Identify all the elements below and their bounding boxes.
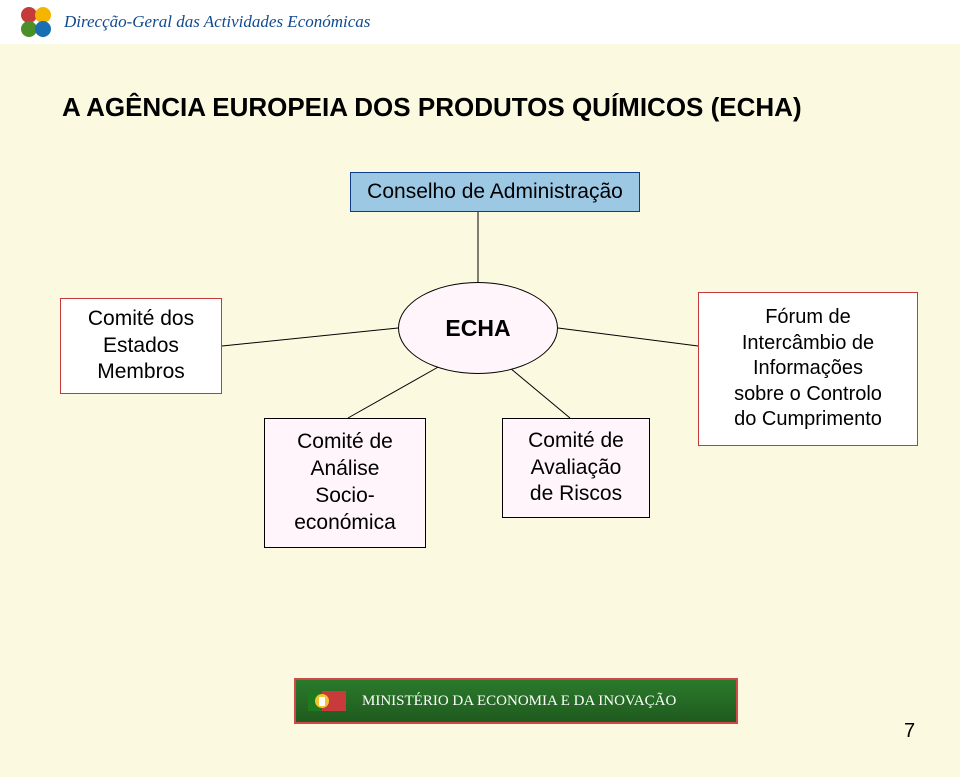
node-comite-analise-label: Comité deAnáliseSocio-económica [294, 429, 396, 537]
node-comite-riscos-label: Comité deAvaliaçãode Riscos [528, 428, 624, 509]
node-conselho-administracao: Conselho de Administração [350, 172, 640, 212]
org-name: Direcção-Geral das Actividades Económica… [64, 12, 370, 32]
page-title: A AGÊNCIA EUROPEIA DOS PRODUTOS QUÍMICOS… [62, 92, 802, 123]
portugal-emblem-icon [308, 687, 348, 715]
page-number: 7 [904, 720, 915, 743]
node-comite-analise-socioeconomica: Comité deAnáliseSocio-económica [264, 418, 426, 548]
node-forum-intercambio: Fórum deIntercâmbio deInformaçõessobre o… [698, 292, 918, 446]
header-bar: Direcção-Geral das Actividades Económica… [0, 0, 960, 44]
node-conselho-label: Conselho de Administração [367, 179, 623, 206]
footer-ministry-bar: MINISTÉRIO DA ECONOMIA E DA INOVAÇÃO [294, 678, 738, 724]
node-forum-label: Fórum deIntercâmbio deInformaçõessobre o… [734, 305, 882, 433]
node-comite-membros-label: Comité dosEstadosMembros [88, 306, 194, 387]
node-comite-avaliacao-riscos: Comité deAvaliaçãode Riscos [502, 418, 650, 518]
org-logo-icon [18, 4, 54, 40]
node-echa: ECHA [398, 282, 558, 374]
footer-ministry-text: MINISTÉRIO DA ECONOMIA E DA INOVAÇÃO [362, 693, 676, 710]
node-comite-estados-membros: Comité dosEstadosMembros [60, 298, 222, 394]
node-echa-label: ECHA [445, 315, 510, 342]
